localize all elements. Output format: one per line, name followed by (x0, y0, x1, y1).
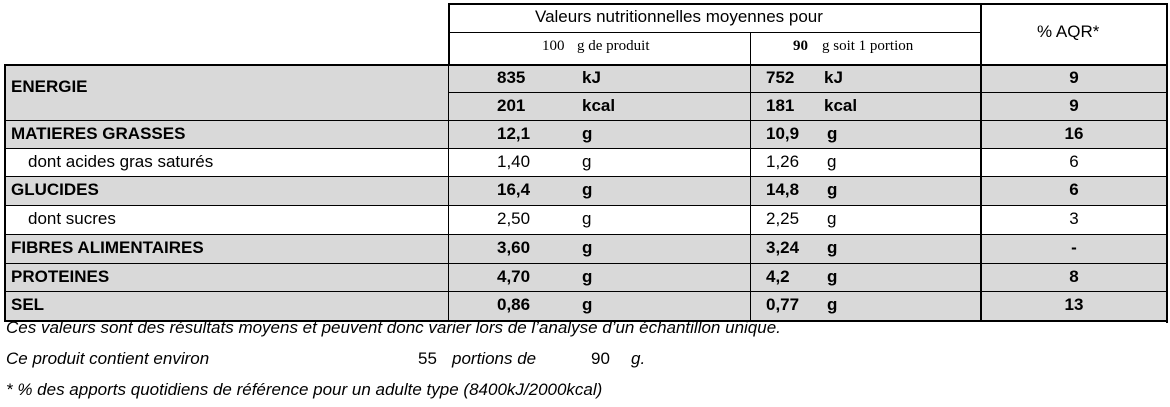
aqr-value: 3 (1069, 209, 1079, 228)
value-per-portion: 4,2 (766, 267, 790, 286)
table-border (750, 64, 751, 321)
value-per-100g: 201 (497, 96, 526, 115)
unit-per-portion: g (827, 295, 838, 314)
value-per-100g: 2,50 (497, 209, 531, 228)
table-border (4, 64, 1168, 66)
nutrient-label: FIBRES ALIMENTAIRES (11, 238, 204, 257)
nutrient-label: dont sucres (28, 209, 116, 228)
value-per-portion: 3,24 (766, 238, 800, 257)
row-shade (4, 92, 1168, 120)
table-border (4, 263, 1168, 264)
nutrient-label: dont acides gras saturés (28, 152, 214, 171)
table-border (4, 205, 1168, 206)
value-per-portion: 2,25 (766, 209, 800, 228)
table-border (4, 320, 1168, 322)
row-shade (4, 176, 1168, 205)
table-border (750, 32, 751, 64)
aqr-value: 13 (1064, 295, 1084, 314)
unit-per-100g: g (582, 238, 593, 257)
unit-per-portion: g (827, 124, 838, 143)
value-per-portion: 0,77 (766, 295, 800, 314)
table-border (4, 176, 1168, 177)
value-per-100g: 4,70 (497, 267, 531, 286)
row-shade (4, 120, 1168, 148)
nutrient-label: PROTEINES (11, 267, 110, 286)
footnote-portions: Ce produit contient environ 55 portions … (6, 349, 645, 369)
unit-per-100g: g (582, 295, 593, 314)
value-per-100g: 1,40 (497, 152, 531, 171)
portions-of: portions de (452, 349, 537, 368)
value-per-portion: 752 (766, 68, 795, 87)
footnote-aqr: * % des apports quotidiens de référence … (6, 380, 603, 399)
unit-per-100g: g (582, 152, 592, 171)
table-border (1166, 3, 1168, 323)
aqr-value: - (1071, 238, 1077, 257)
table-border (4, 291, 1168, 292)
portions-count: 55 (418, 349, 437, 368)
row-shade (4, 291, 1168, 320)
value-per-100g: 835 (497, 68, 526, 87)
unit-per-100g: g (582, 209, 592, 228)
value-per-100g: 0,86 (497, 295, 531, 314)
aqr-value: 6 (1069, 152, 1079, 171)
unit-per-100g: kJ (582, 68, 601, 87)
table-border (448, 3, 450, 65)
table-border (980, 3, 982, 65)
header-col1-text: g de produit (577, 38, 650, 54)
unit-per-portion: g (827, 180, 838, 199)
table-border (448, 92, 1168, 93)
nutrient-label: ENERGIE (11, 77, 88, 96)
value-per-portion: 181 (766, 96, 795, 115)
header-col2-text: g soit 1 portion (822, 38, 914, 54)
header-title: Valeurs nutritionnelles moyennes pour (535, 7, 823, 26)
row-shade (4, 234, 1168, 263)
value-per-portion: 1,26 (766, 152, 800, 171)
value-per-100g: 3,60 (497, 238, 531, 257)
aqr-value: 9 (1069, 68, 1079, 87)
unit-per-portion: g (827, 267, 838, 286)
unit-per-portion: g (827, 152, 837, 171)
nutrient-label: SEL (11, 295, 45, 314)
portion-size: 90 (591, 349, 610, 368)
portion-unit: g. (631, 349, 646, 368)
value-per-portion: 14,8 (766, 180, 800, 199)
table-border (448, 32, 980, 33)
row-shade (4, 263, 1168, 291)
nutrient-label: GLUCIDES (11, 180, 99, 199)
table-border (980, 64, 982, 321)
table-border (448, 64, 449, 321)
value-per-portion: 10,9 (766, 124, 800, 143)
table-border (4, 120, 1168, 121)
row-shade (4, 64, 1168, 92)
table-border (4, 64, 6, 322)
unit-per-100g: g (582, 124, 593, 143)
value-per-100g: 12,1 (497, 124, 531, 143)
nutrient-label: MATIERES GRASSES (11, 124, 186, 143)
aqr-value: 6 (1069, 180, 1079, 199)
header-col1-qty: 100 (542, 38, 565, 54)
unit-per-portion: g (827, 209, 837, 228)
aqr-value: 16 (1064, 124, 1084, 143)
footnote-disclaimer: Ces valeurs sont des résultats moyens et… (6, 318, 781, 337)
header-col2-qty: 90 (793, 38, 808, 54)
unit-per-portion: kJ (824, 68, 843, 87)
table-border (4, 148, 1168, 149)
portions-prefix: Ce produit contient environ (6, 349, 210, 368)
unit-per-100g: kcal (582, 96, 616, 115)
table-border (4, 234, 1168, 235)
value-per-100g: 16,4 (497, 180, 531, 199)
header-aqr: % AQR* (1037, 22, 1100, 41)
aqr-value: 9 (1069, 96, 1079, 115)
unit-per-portion: g (827, 238, 838, 257)
aqr-value: 8 (1069, 267, 1079, 286)
unit-per-100g: g (582, 267, 593, 286)
unit-per-portion: kcal (824, 96, 858, 115)
unit-per-100g: g (582, 180, 593, 199)
table-border (448, 3, 1168, 5)
